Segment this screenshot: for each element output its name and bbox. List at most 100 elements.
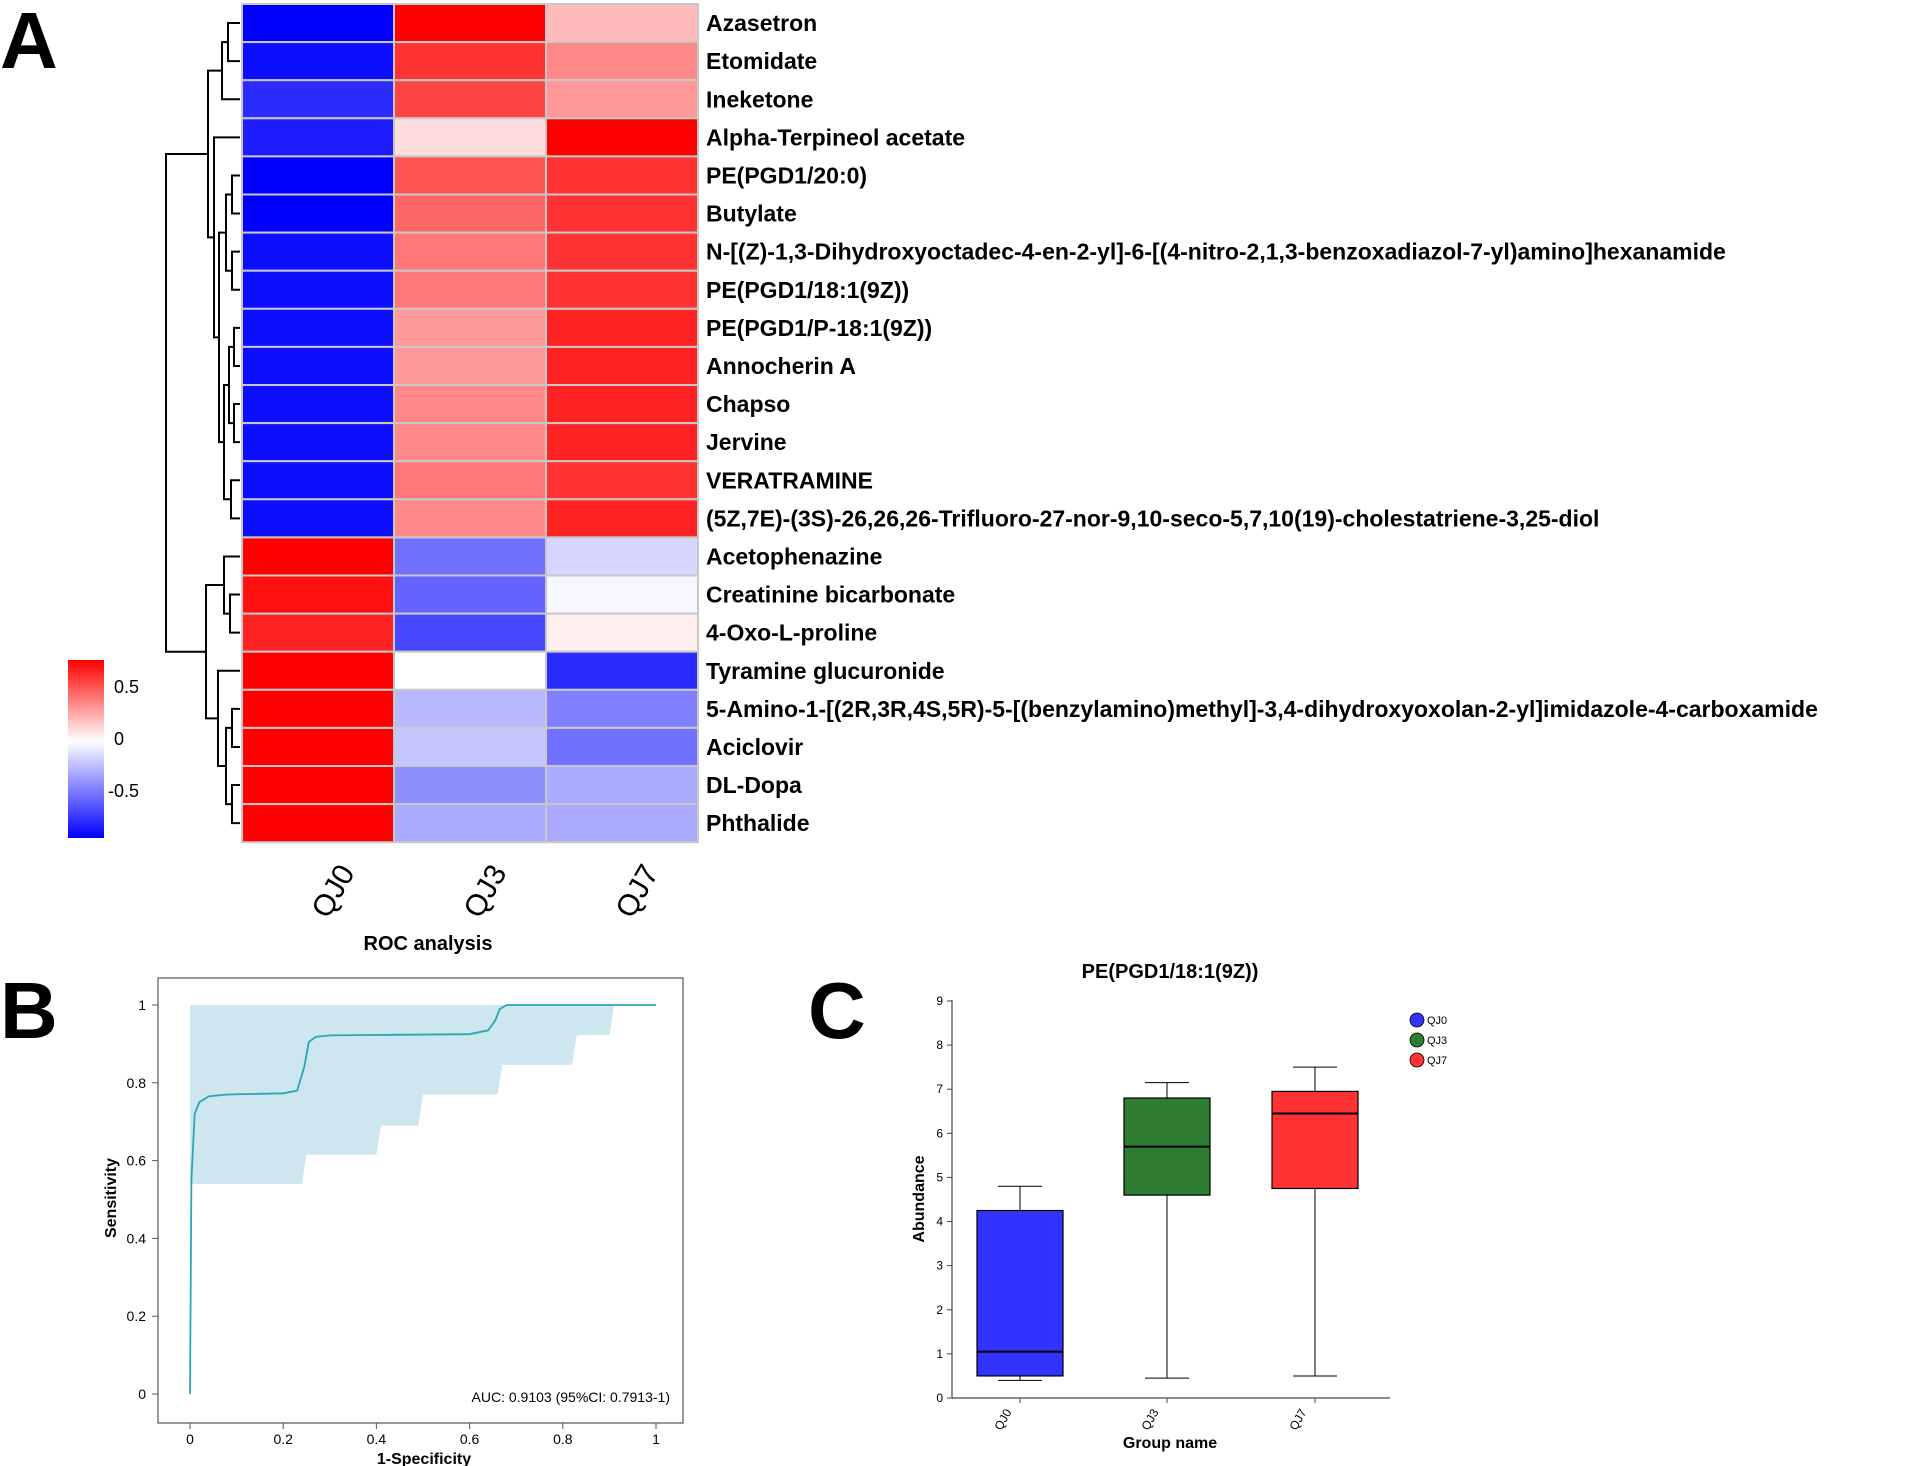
roc-x-tick-label: 0.6: [460, 1431, 480, 1447]
dendrogram-branch: [233, 326, 240, 367]
roc-x-tick-label: 0.8: [553, 1431, 573, 1447]
heatmap-cell: [545, 41, 699, 82]
roc-x-tick-label: 0.2: [273, 1431, 293, 1447]
roc-plot-frame: [157, 977, 684, 1424]
boxplot-y-tick-label: 1: [936, 1347, 943, 1361]
heatmap-cell: [545, 536, 699, 577]
boxplot-y-tick-label: 9: [936, 994, 943, 1008]
colorbar-gradient: [68, 660, 104, 838]
heatmap-row-label: Jervine: [706, 429, 787, 455]
heatmap-cell: [393, 498, 547, 539]
boxplot-y-tick-label: 5: [936, 1170, 943, 1184]
heatmap-row-label: Phthalide: [706, 810, 810, 836]
dendrogram-branch: [231, 250, 240, 291]
colorbar-tick-0.5: 0.5: [114, 677, 139, 697]
heatmap-cell: [393, 155, 547, 196]
heatmap-cell: [241, 155, 395, 196]
heatmap-cell: [545, 79, 699, 120]
boxplot-legend-marker: [1409, 1032, 1425, 1048]
roc-y-tick-label: 0.4: [127, 1230, 147, 1246]
heatmap-cell: [545, 3, 699, 44]
heatmap-cell: [241, 574, 395, 615]
heatmap-row-label: (5Z,7E)-(3S)-26,26,26-Trifluoro-27-nor-9…: [706, 505, 1599, 531]
heatmap-cell: [241, 765, 395, 806]
heatmap-cell: [241, 193, 395, 234]
dendrogram-branch: [231, 707, 240, 748]
heatmap-cell: [393, 650, 547, 691]
heatmap-cell: [241, 536, 395, 577]
boxplot-y-tick-label: 4: [936, 1215, 943, 1229]
heatmap-cell: [241, 117, 395, 158]
heatmap-cell: [545, 193, 699, 234]
heatmap-row-label: Butylate: [706, 201, 797, 227]
boxplot-legend-label: QJ3: [1427, 1035, 1447, 1047]
heatmap-column-label: QJ3: [457, 859, 513, 923]
row-dendrogram: [165, 22, 240, 825]
heatmap-row-label: PE(PGD1/18:1(9Z)): [706, 277, 909, 303]
roc-x-tick-label: 0: [186, 1431, 194, 1447]
heatmap-row-label: 5-Amino-1-[(2R,3R,4S,5R)-5-[(benzylamino…: [706, 696, 1818, 722]
heatmap-cell: [545, 231, 699, 272]
heatmap-cell: [241, 41, 395, 82]
heatmap-row-label: DL-Dopa: [706, 772, 802, 798]
heatmap-panel: Azasetron Etomidate Ineketone Alpha-Terpine…: [68, 3, 1818, 924]
boxplot-x-tick-label: QJ0: [991, 1406, 1014, 1432]
boxplot-y-tick-label: 3: [936, 1259, 943, 1273]
heatmap-cell: [393, 307, 547, 348]
boxplot-x-ticks: QJ0 QJ3 QJ7: [991, 1398, 1316, 1433]
heatmap-cell: [545, 460, 699, 501]
roc-curve: [189, 1004, 656, 1395]
heatmap-row-labels: Azasetron Etomidate Ineketone Alpha-Terpine…: [706, 10, 1818, 836]
heatmap-cell: [393, 688, 547, 729]
heatmap-cell: [241, 269, 395, 310]
dendrogram-branch: [165, 153, 208, 653]
heatmap-cell: [393, 803, 547, 844]
heatmap-row-label: PE(PGD1/20:0): [706, 162, 867, 188]
heatmap-cell: [545, 422, 699, 463]
boxplot-title: PE(PGD1/18:1(9Z)): [1082, 961, 1259, 983]
boxplot-box: [1271, 1090, 1359, 1190]
roc-y-tick-label: 0.2: [127, 1308, 147, 1324]
roc-y-tick-label: 0.8: [127, 1075, 147, 1091]
boxplot-legend-label: QJ0: [1427, 1015, 1447, 1027]
roc-y-ticks: 0 0.2 0.4 0.6 0.8 1: [127, 997, 158, 1402]
heatmap-cell: [241, 803, 395, 844]
heatmap-cell: [241, 688, 395, 729]
roc-x-ticks: 0 0.2 0.4 0.6 0.8 1: [186, 1423, 660, 1447]
heatmap-column-labels: QJ0 QJ3 QJ7: [305, 859, 665, 923]
heatmap-cell: [393, 536, 547, 577]
heatmap-cell: [545, 726, 699, 768]
heatmap-colorbar: 0.5 0 -0.5: [68, 660, 139, 838]
boxplot-y-tick-label: 0: [936, 1391, 943, 1405]
heatmap-row-label: Annocherin A: [706, 353, 856, 379]
boxplot-legend-label: QJ7: [1427, 1055, 1447, 1067]
heatmap-row-label: Etomidate: [706, 48, 817, 74]
heatmap-cell: [393, 612, 547, 653]
heatmap-cell: [545, 498, 699, 539]
heatmap-cell: [393, 574, 547, 615]
heatmap-cell: [393, 422, 547, 463]
roc-x-tick-label: 0.4: [367, 1431, 387, 1447]
heatmap-cell: [545, 345, 699, 386]
heatmap-cell: [545, 117, 699, 158]
heatmap-cell: [241, 612, 395, 653]
heatmap-cell: [545, 384, 699, 425]
heatmap-cell: [545, 155, 699, 196]
heatmap-cell: [545, 269, 699, 310]
roc-panel: ROC analysis 0 0.2 0.4 0.6 0.8 1 0 0.2 0.4 0.6 0.…: [103, 933, 684, 1466]
heatmap-row-label: Azasetron: [706, 10, 817, 36]
heatmap-row-label: Aciclovir: [706, 734, 803, 760]
panel-letter-c: C: [808, 966, 866, 1055]
dendrogram-branch: [231, 784, 240, 825]
heatmap-cell: [393, 384, 547, 425]
heatmap-cell: [545, 765, 699, 806]
dendrogram-branch: [233, 403, 240, 444]
dendrogram-branch: [217, 669, 240, 767]
boxplot-y-ticks: 0 1 2 3 4 5 6 7 8 9: [936, 994, 952, 1405]
heatmap-cell: [545, 307, 699, 348]
boxplot-x-axis-label: Group name: [1123, 1435, 1217, 1452]
roc-y-tick-label: 1: [138, 997, 146, 1013]
boxplot-box: [976, 1209, 1064, 1377]
dendrogram-branch: [205, 584, 224, 720]
